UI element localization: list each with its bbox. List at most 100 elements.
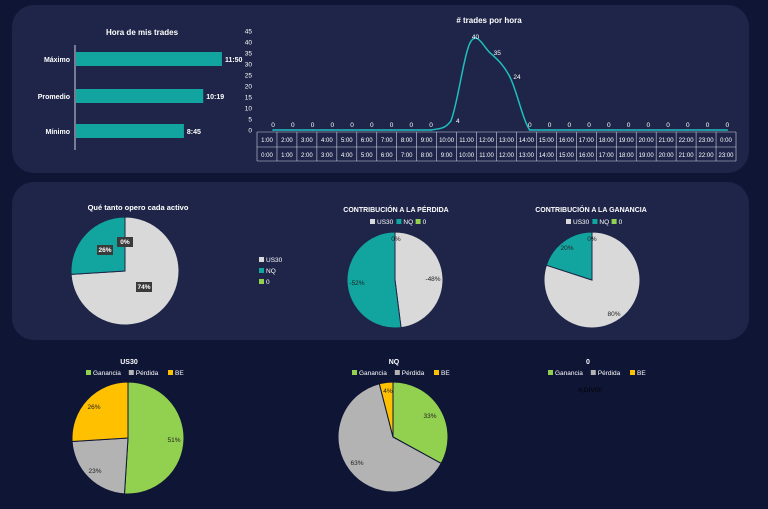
- nq-legend-label: BE: [441, 370, 450, 377]
- opero-label-box: [97, 245, 113, 255]
- trades-data-label: 0: [409, 122, 413, 129]
- opero-legend-swatch: [259, 279, 264, 284]
- trades-x-tick: 8:00: [421, 153, 433, 159]
- trades-x-tick: 9:00: [441, 153, 453, 159]
- trades-header-cell: 11:00: [459, 138, 474, 144]
- trades-point: [291, 129, 294, 131]
- trades-data-label: 0: [311, 122, 315, 129]
- us30-data-label: 23%: [88, 468, 101, 475]
- trades-point: [686, 129, 689, 131]
- trades-data-label: 0: [528, 122, 532, 129]
- trades-header-cell: 17:00: [579, 138, 595, 144]
- nq-legend-label: Pérdida: [402, 370, 425, 377]
- trades-header-cell: 6:00: [361, 138, 373, 144]
- trades-y-tick: 40: [245, 40, 253, 47]
- opero-legend-label: 0: [266, 279, 270, 286]
- nq-legend-swatch: [394, 370, 400, 375]
- perdida-legend-swatch: [370, 219, 375, 224]
- ganancia-data-label: 20%: [560, 245, 573, 252]
- trades-x-tick: 23:00: [719, 153, 735, 159]
- trades-point: [568, 129, 571, 131]
- perdida-chart-title: CONTRIBUCIÓN A LA PÉRDIDA: [343, 205, 448, 214]
- nq-data-label: 63%: [350, 460, 363, 467]
- trades-point: [449, 120, 452, 122]
- opero-chart-title: Qué tanto opero cada activo: [88, 203, 189, 212]
- trades-x-tick: 3:00: [321, 153, 333, 159]
- trades-y-tick: 30: [245, 62, 253, 69]
- ganancia-legend-label: NQ: [599, 219, 609, 226]
- trades-y-tick: 0: [248, 128, 252, 135]
- trades-point: [469, 41, 472, 43]
- trades-x-tick: 2:00: [301, 153, 313, 159]
- trades-data-label: 0: [350, 122, 354, 129]
- trades-header-cell: 23:00: [699, 138, 715, 144]
- trades-point: [489, 52, 492, 54]
- trades-header-cell: 16:00: [559, 138, 575, 144]
- trades-x-tick: 4:00: [341, 153, 353, 159]
- us30-slice: [71, 437, 129, 495]
- trades-x-tick: 19:00: [639, 153, 655, 159]
- trades-point: [607, 129, 610, 131]
- trades-header-cell: 9:00: [421, 138, 433, 144]
- trades-x-tick: 6:00: [381, 153, 393, 159]
- trades-header-cell: 20:00: [639, 138, 655, 144]
- trades-header-cell: 18:00: [599, 138, 615, 144]
- ganancia-slice: [545, 231, 593, 281]
- perdida-data-label: -48%: [425, 276, 440, 283]
- ganancia-legend-swatch: [592, 219, 598, 224]
- trades-header-cell: 7:00: [381, 138, 393, 144]
- perdida-legend-label: NQ: [403, 219, 413, 226]
- ganancia-legend-swatch: [566, 219, 571, 224]
- nq-legend-swatch: [352, 370, 357, 375]
- perdida-data-label: -52%: [349, 280, 364, 287]
- nq-chart-title: NQ: [389, 359, 400, 366]
- perdida-legend-swatch: [415, 219, 421, 224]
- nq-slice: [337, 383, 442, 493]
- trades-data-label: 0: [370, 122, 374, 129]
- hora-chart-title: Hora de mis trades: [106, 28, 179, 37]
- zero-legend-swatch: [548, 370, 553, 375]
- trades-data-label: 0: [607, 122, 611, 129]
- trades-point: [430, 129, 432, 131]
- trades-x-tick: 1:00: [281, 153, 293, 159]
- us30-legend-swatch: [86, 370, 91, 375]
- trades-header-cell: 19:00: [619, 138, 635, 144]
- trades-x-tick: 22:00: [699, 153, 715, 159]
- zero-legend-label: Ganancia: [555, 370, 583, 377]
- hora-bar: [76, 89, 204, 103]
- opero-legend-label: NQ: [266, 268, 276, 275]
- ganancia-legend-swatch: [611, 219, 617, 224]
- us30-chart-title: US30: [120, 359, 138, 366]
- trades-point: [726, 129, 729, 131]
- opero-legend-swatch: [259, 268, 264, 273]
- hora-value-label: 11:50: [225, 57, 243, 64]
- trades-x-tick: 15:00: [559, 153, 575, 159]
- trades-header-cell: 0:00: [720, 138, 732, 144]
- trades-data-label: 0: [548, 122, 552, 129]
- trades-point: [272, 129, 274, 131]
- trades-x-tick: 12:00: [499, 153, 515, 159]
- perdida-slice: [346, 231, 402, 329]
- us30-slice: [71, 381, 129, 443]
- trades-header-cell: 10:00: [439, 138, 455, 144]
- trades-header-cell: 14:00: [519, 138, 535, 144]
- trades-point: [706, 129, 709, 131]
- trades-point: [390, 129, 393, 131]
- zero-legend-label: Pérdida: [598, 370, 621, 377]
- trades-y-tick: 5: [248, 117, 252, 124]
- trades-point: [667, 129, 669, 131]
- trades-data-label: 0: [271, 122, 275, 129]
- perdida-legend-label: US30: [377, 219, 394, 226]
- trades-point: [351, 129, 353, 131]
- trades-header-cell: 5:00: [341, 138, 353, 144]
- hora-category-label: Mínimo: [46, 129, 71, 136]
- trades-header-cell: 21:00: [659, 138, 675, 144]
- trades-y-tick: 35: [245, 51, 253, 58]
- trades-header-cell: 15:00: [539, 138, 555, 144]
- trades-x-tick: 13:00: [519, 153, 535, 159]
- ganancia-legend-label: 0: [619, 219, 623, 226]
- opero-legend-swatch: [259, 257, 264, 262]
- trades-chart-title: # trades por hora: [456, 16, 522, 25]
- opero-data-label: 0%: [120, 239, 130, 246]
